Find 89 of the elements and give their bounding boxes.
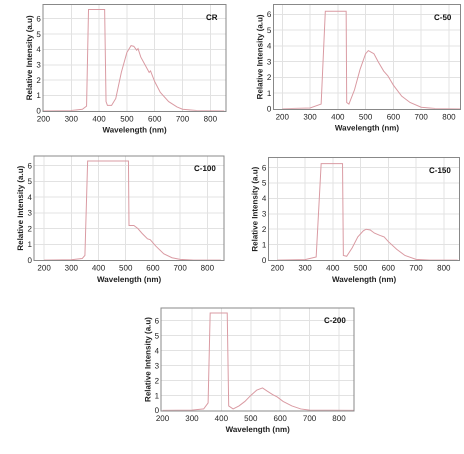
line-series [282, 10, 460, 109]
y-tick-label: 0 [36, 106, 42, 116]
y-tick-label: 4 [154, 346, 160, 356]
line-series [276, 163, 458, 260]
y-tick-label: 1 [28, 240, 33, 250]
x-tick-label: 800 [332, 414, 346, 424]
annotation: CR [206, 13, 218, 22]
y-axis-title: Relative Intensity (a.u) [25, 15, 34, 100]
x-tick-label: 800 [442, 112, 456, 122]
y-tick-label: 1 [154, 391, 160, 400]
y-tick-label: 6 [266, 10, 272, 20]
y-tick-label: 6 [36, 14, 42, 24]
x-tick-label: 700 [176, 114, 190, 124]
y-tick-label: 0 [262, 256, 267, 265]
x-axis-title: Wavelength (nm) [102, 125, 167, 134]
y-tick-label: 5 [28, 177, 33, 186]
x-tick-label: 400 [92, 114, 106, 124]
x-tick-label: 700 [173, 264, 188, 273]
x-axis-title: Wavelength (nm) [334, 123, 400, 132]
x-tick-label: 300 [298, 264, 312, 273]
y-tick-label: 4 [36, 45, 42, 54]
line-series [44, 160, 222, 260]
y-tick-label: 4 [262, 194, 267, 204]
x-tick-label: 200 [37, 264, 52, 273]
y-tick-label: 1 [262, 240, 267, 250]
x-tick-label: 500 [358, 112, 373, 122]
x-tick-label: 600 [386, 112, 401, 122]
x-tick-label: 300 [185, 414, 200, 424]
x-tick-label: 400 [92, 264, 106, 273]
x-tick-label: 400 [326, 264, 340, 273]
x-tick-label: 800 [437, 264, 452, 273]
x-tick-label: 800 [200, 264, 215, 273]
x-tick-label: 600 [382, 264, 396, 273]
x-tick-label: 600 [148, 114, 162, 124]
x-tick-label: 200 [36, 114, 51, 124]
y-axis-title: Relative Intensity (a.u) [256, 14, 265, 100]
y-tick-label: 2 [266, 73, 272, 82]
y-tick-label: 2 [154, 376, 160, 386]
x-tick-label: 200 [156, 414, 170, 424]
y-tick-label: 0 [266, 104, 272, 114]
y-tick-label: 5 [154, 331, 160, 340]
x-tick-label: 600 [273, 414, 288, 424]
x-tick-label: 700 [302, 414, 317, 424]
y-tick-label: 3 [262, 210, 267, 219]
x-tick-label: 200 [270, 264, 285, 273]
y-tick-label: 6 [262, 163, 267, 172]
y-tick-label: 6 [28, 162, 33, 170]
annotation: C-200 [324, 316, 346, 325]
y-tick-label: 3 [28, 208, 33, 218]
x-tick-label: 400 [331, 112, 346, 122]
x-tick-label: 300 [64, 264, 79, 273]
annotation: C-150 [429, 166, 452, 175]
x-axis-title: Wavelength (nm) [332, 274, 396, 284]
x-tick-label: 700 [414, 112, 428, 122]
y-tick-label: 0 [28, 256, 33, 265]
y-tick-label: 6 [154, 316, 160, 326]
x-axis-title: Wavelength (nm) [226, 425, 290, 434]
x-tick-label: 300 [64, 114, 78, 124]
y-tick-label: 3 [266, 57, 272, 66]
y-tick-label: 3 [154, 361, 160, 370]
x-tick-label: 600 [146, 264, 160, 273]
x-axis-title: Wavelength (nm) [97, 274, 162, 284]
x-tick-label: 400 [214, 414, 229, 424]
y-tick-label: 5 [36, 30, 42, 39]
line-series [43, 9, 225, 111]
y-axis-title: Relative Intensity (a.u) [250, 166, 260, 252]
y-tick-label: 1 [266, 88, 272, 98]
x-tick-label: 200 [276, 112, 290, 122]
x-tick-label: 500 [244, 414, 258, 424]
y-axis-title: Relative Intensity (a.u) [16, 165, 26, 251]
y-tick-label: 4 [266, 42, 272, 51]
x-tick-label: 500 [354, 264, 368, 273]
y-tick-label: 1 [36, 91, 42, 100]
annotation: C-100 [194, 164, 216, 173]
y-tick-label: 5 [262, 178, 267, 188]
x-tick-label: 300 [303, 112, 318, 122]
x-tick-label: 500 [120, 114, 134, 124]
y-tick-label: 2 [28, 224, 33, 234]
y-axis-title: Relative Intensity (a.u) [143, 316, 152, 402]
x-tick-label: 700 [409, 264, 424, 273]
y-tick-label: 2 [262, 225, 267, 234]
y-tick-label: 5 [266, 26, 272, 35]
y-tick-label: 2 [36, 76, 42, 85]
x-tick-label: 800 [204, 114, 218, 124]
annotation: C-50 [434, 13, 452, 22]
y-tick-label: 4 [28, 192, 33, 202]
y-tick-label: 3 [36, 60, 42, 70]
x-tick-label: 500 [119, 264, 133, 273]
y-tick-label: 0 [154, 406, 160, 416]
